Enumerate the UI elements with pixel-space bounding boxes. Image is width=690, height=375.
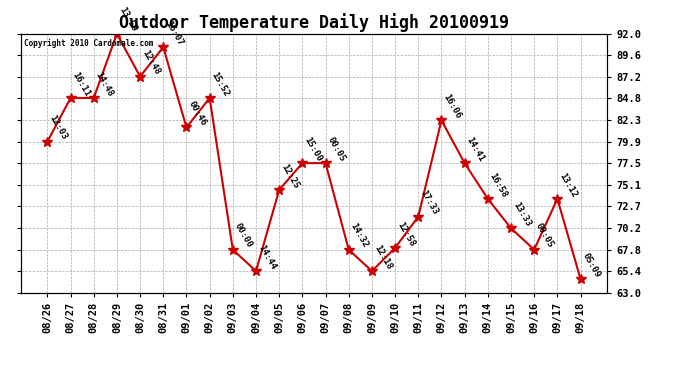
Text: 00:05: 00:05 — [534, 222, 555, 250]
Text: 15:52: 15:52 — [210, 70, 231, 98]
Text: 13:33: 13:33 — [511, 201, 532, 228]
Text: 14:41: 14:41 — [464, 135, 486, 163]
Text: Copyright 2010 Cardomale.com: Copyright 2010 Cardomale.com — [23, 39, 153, 48]
Text: 05:09: 05:09 — [580, 251, 602, 279]
Text: 16:58: 16:58 — [488, 171, 509, 199]
Title: Outdoor Temperature Daily High 20100919: Outdoor Temperature Daily High 20100919 — [119, 13, 509, 32]
Text: 00:00: 00:00 — [233, 222, 254, 250]
Text: 12:25: 12:25 — [279, 162, 300, 190]
Text: 16:06: 16:06 — [442, 93, 463, 120]
Text: 00:46: 00:46 — [186, 100, 208, 128]
Text: 12:18: 12:18 — [372, 243, 393, 271]
Text: 13:59: 13:59 — [117, 6, 138, 34]
Text: 14:48: 14:48 — [94, 70, 115, 98]
Text: 13:12: 13:12 — [558, 171, 579, 199]
Text: 12:58: 12:58 — [395, 220, 416, 248]
Text: 16:11: 16:11 — [70, 70, 92, 98]
Text: 17:33: 17:33 — [418, 189, 440, 217]
Text: 15:00: 15:00 — [302, 135, 324, 163]
Text: 12:48: 12:48 — [140, 49, 161, 76]
Text: 14:44: 14:44 — [256, 243, 277, 271]
Text: 12:03: 12:03 — [48, 114, 68, 142]
Text: 14:32: 14:32 — [348, 222, 370, 250]
Text: 00:05: 00:05 — [326, 135, 347, 163]
Text: 16:07: 16:07 — [164, 20, 184, 47]
